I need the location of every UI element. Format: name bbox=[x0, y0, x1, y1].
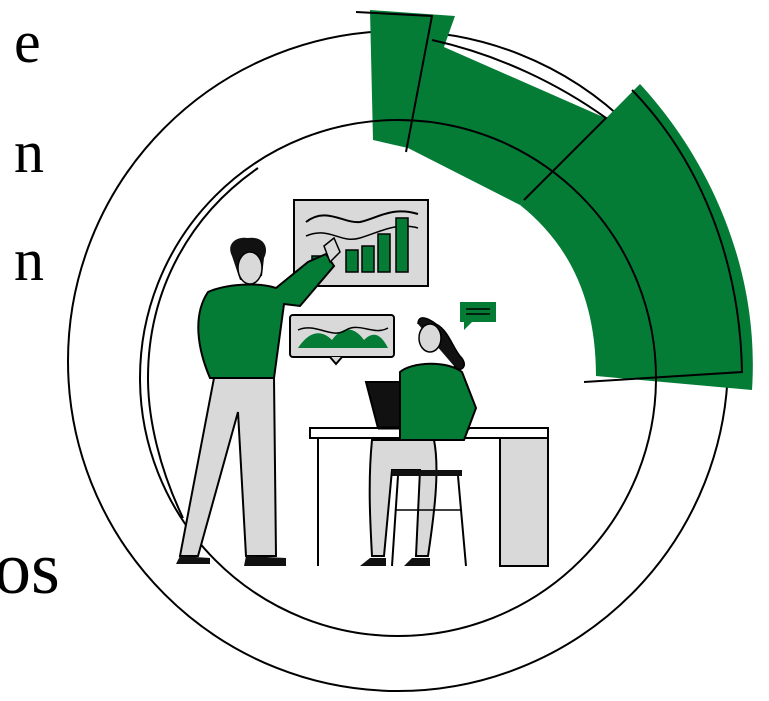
partial-text-line-2: n bbox=[14, 119, 44, 185]
presenter-figure bbox=[176, 236, 341, 566]
inner-ring bbox=[139, 119, 657, 637]
partial-text-line-4: os bbox=[0, 528, 60, 610]
wedge-outline-3 bbox=[583, 89, 744, 383]
inner-ring-left-arc bbox=[146, 167, 259, 519]
wedge-outline-2 bbox=[431, 39, 608, 201]
seated-figure bbox=[360, 317, 478, 566]
green-wedge-3 bbox=[520, 84, 753, 390]
message-bubble-icon bbox=[460, 302, 496, 330]
partial-text-line-3: n bbox=[14, 227, 44, 293]
green-wedge-group bbox=[355, 10, 753, 390]
wedge-outline-1 bbox=[355, 11, 434, 153]
partial-text-line-1: e bbox=[14, 9, 41, 75]
wave-chart-bubble bbox=[289, 314, 395, 366]
chair bbox=[391, 470, 467, 567]
